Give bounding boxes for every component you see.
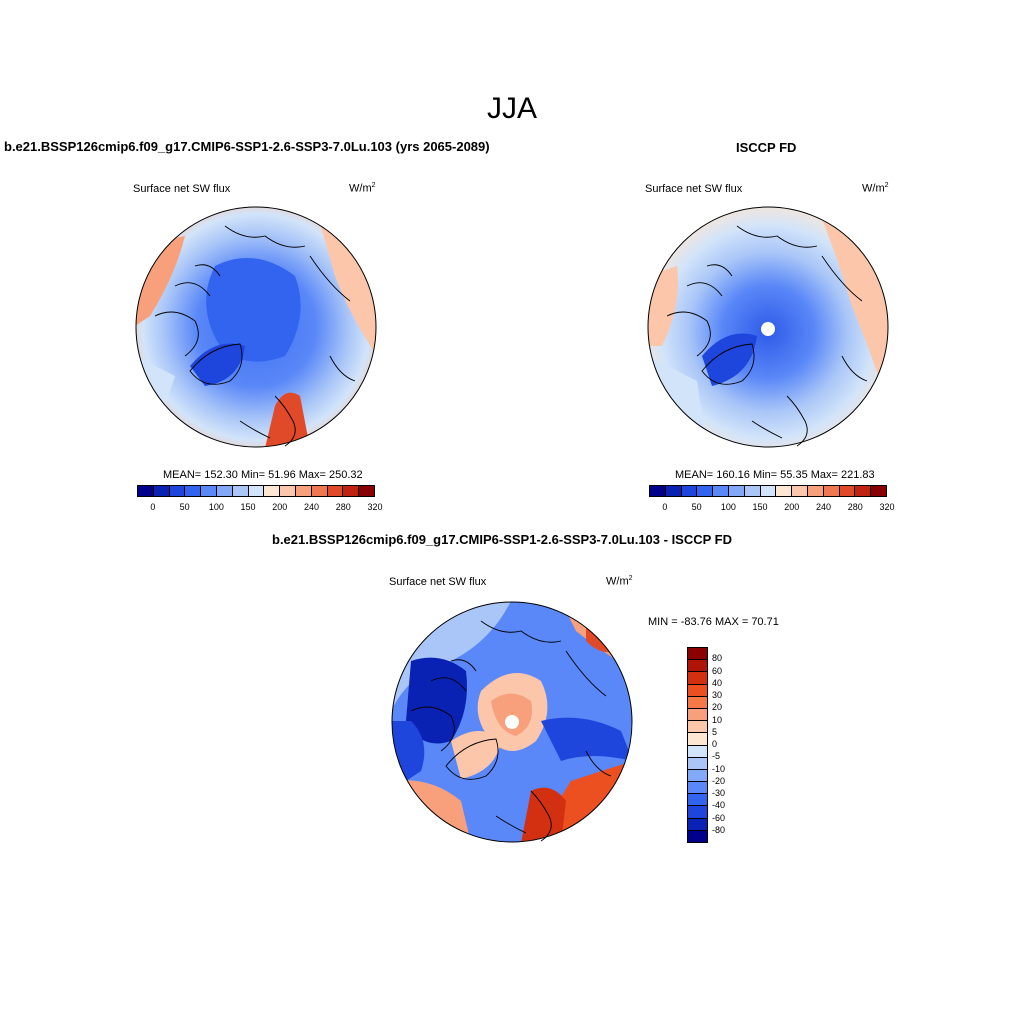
diff-variable-label: Surface net SW flux bbox=[389, 576, 487, 588]
colorbar-swatch bbox=[688, 769, 707, 783]
colorbar-swatch bbox=[688, 721, 707, 734]
colorbar-swatch bbox=[138, 486, 154, 496]
colorbar-tick-label: -80 bbox=[712, 824, 726, 835]
obs-variable-label: Surface net SW flux bbox=[645, 183, 743, 195]
obs-panel-heading: ISCCP FD bbox=[736, 140, 797, 155]
colorbar-tick-label: 320 bbox=[367, 502, 383, 512]
colorbar-swatch bbox=[688, 806, 707, 819]
colorbar-swatch bbox=[697, 486, 714, 496]
model-colorbar-ticks: 0 50 100 150 200 240 280 320 bbox=[137, 502, 382, 514]
colorbar-tick-label: 200 bbox=[784, 502, 800, 512]
colorbar-tick-label: 30 bbox=[712, 690, 723, 700]
colorbar-swatch bbox=[713, 486, 729, 496]
colorbar-tick-label: -30 bbox=[712, 788, 726, 798]
colorbar-swatch bbox=[688, 757, 707, 770]
colorbar-swatch bbox=[871, 486, 886, 496]
colorbar-tick-label: -40 bbox=[712, 800, 726, 811]
colorbar-tick-label: 60 bbox=[712, 665, 723, 676]
colorbar-tick-label: 100 bbox=[720, 502, 736, 512]
colorbar-swatch bbox=[688, 745, 707, 758]
colorbar-swatch bbox=[264, 486, 281, 496]
colorbar-tick-label: 320 bbox=[879, 502, 895, 512]
colorbar-swatch bbox=[688, 660, 707, 673]
colorbar-tick-label: 0 bbox=[150, 502, 156, 512]
colorbar-tick-label: 280 bbox=[335, 502, 351, 512]
colorbar-swatch bbox=[688, 818, 707, 831]
colorbar-tick-label: 10 bbox=[712, 714, 723, 725]
colorbar-swatch bbox=[650, 486, 666, 496]
diff-panel-heading: b.e21.BSSP126cmip6.f09_g17.CMIP6-SSP1-2.… bbox=[272, 532, 733, 547]
colorbar-swatch bbox=[280, 486, 296, 496]
colorbar-swatch bbox=[359, 486, 374, 496]
figure-title: JJA bbox=[486, 92, 537, 125]
colorbar-swatch bbox=[807, 486, 824, 496]
colorbar-tick-label: 280 bbox=[847, 502, 863, 512]
colorbar-swatch bbox=[688, 672, 707, 685]
colorbar-swatch bbox=[681, 486, 698, 496]
colorbar-swatch bbox=[688, 782, 707, 795]
colorbar-swatch bbox=[688, 794, 707, 807]
colorbar-swatch bbox=[688, 648, 707, 661]
obs-units-label: W/m2 bbox=[862, 182, 889, 195]
model-stats: MEAN= 152.30 Min= 51.96 Max= 250.32 bbox=[163, 469, 363, 481]
obs-stats: MEAN= 160.16 Min= 55.35 Max= 221.83 bbox=[675, 469, 875, 481]
colorbar-tick-label: 240 bbox=[816, 502, 832, 512]
colorbar-tick-label: 80 bbox=[712, 653, 723, 664]
colorbar-swatch bbox=[688, 830, 707, 842]
colorbar-swatch bbox=[760, 486, 777, 496]
colorbar-swatch bbox=[295, 486, 312, 496]
colorbar-swatch bbox=[216, 486, 233, 496]
model-panel-heading: b.e21.BSSP126cmip6.f09_g17.CMIP6-SSP1-2.… bbox=[4, 139, 490, 154]
diff-stats: MIN = -83.76 MAX = 70.71 bbox=[648, 616, 779, 628]
model-polar-map bbox=[135, 206, 377, 448]
colorbar-swatch bbox=[201, 486, 217, 496]
colorbar-swatch bbox=[248, 486, 265, 496]
model-colorbar bbox=[137, 485, 375, 497]
colorbar-tick-label: 200 bbox=[272, 502, 288, 512]
colorbar-tick-label: 50 bbox=[691, 502, 702, 512]
colorbar-tick-label: 0 bbox=[662, 502, 668, 512]
colorbar-tick-label: 50 bbox=[179, 502, 190, 512]
colorbar-swatch bbox=[688, 684, 707, 697]
colorbar-swatch bbox=[311, 486, 328, 496]
colorbar-swatch bbox=[823, 486, 840, 496]
colorbar-tick-label: -60 bbox=[712, 812, 726, 823]
colorbar-swatch bbox=[343, 486, 360, 496]
obs-colorbar-ticks: 0 50 100 150 200 240 280 320 bbox=[649, 502, 894, 514]
colorbar-swatch bbox=[688, 708, 707, 722]
model-units-label: W/m2 bbox=[349, 182, 376, 195]
colorbar-swatch bbox=[185, 486, 202, 496]
model-variable-label: Surface net SW flux bbox=[133, 183, 231, 195]
colorbar-swatch bbox=[728, 486, 745, 496]
colorbar-swatch bbox=[855, 486, 872, 496]
colorbar-tick-label: 240 bbox=[304, 502, 320, 512]
colorbar-tick-label: 0 bbox=[712, 739, 718, 749]
colorbar-tick-label: -10 bbox=[712, 763, 726, 774]
colorbar-tick-label: 40 bbox=[712, 677, 723, 688]
diff-polar-map bbox=[391, 601, 633, 843]
colorbar-swatch bbox=[665, 486, 682, 496]
colorbar-swatch bbox=[839, 486, 856, 496]
colorbar-tick-label: -20 bbox=[712, 775, 726, 786]
colorbar-swatch bbox=[327, 486, 344, 496]
colorbar-swatch bbox=[776, 486, 793, 496]
colorbar-tick-label: 100 bbox=[208, 502, 224, 512]
diff-units-label: W/m2 bbox=[606, 575, 633, 588]
colorbar-tick-label: 20 bbox=[712, 702, 723, 713]
colorbar-swatch bbox=[232, 486, 249, 496]
colorbar-tick-label: -5 bbox=[712, 751, 721, 762]
colorbar-swatch bbox=[744, 486, 761, 496]
diff-colorbar-ticks: 80 60 40 30 20 10 5 0 -5 -10 -20 -30 -40 -60 -80 bbox=[712, 647, 752, 843]
colorbar-swatch bbox=[792, 486, 808, 496]
colorbar-swatch bbox=[688, 696, 707, 709]
obs-polar-map bbox=[647, 206, 889, 448]
colorbar-swatch bbox=[688, 733, 707, 746]
colorbar-swatch bbox=[153, 486, 170, 496]
colorbar-tick-label: 5 bbox=[712, 726, 718, 737]
colorbar-tick-label: 150 bbox=[752, 502, 768, 512]
colorbar-swatch bbox=[169, 486, 186, 496]
colorbar-tick-label: 150 bbox=[240, 502, 256, 512]
diff-colorbar bbox=[687, 647, 708, 843]
obs-colorbar bbox=[649, 485, 887, 497]
